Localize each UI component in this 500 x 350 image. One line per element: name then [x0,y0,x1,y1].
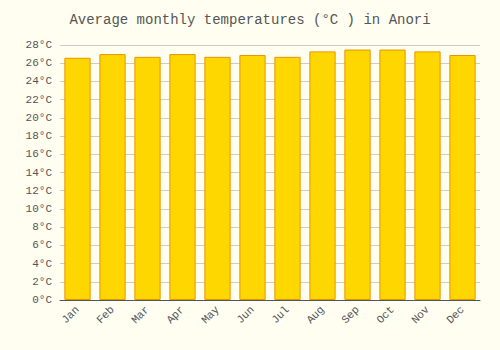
svg-text:Mar: Mar [129,304,151,326]
svg-text:2°C: 2°C [32,276,52,288]
svg-text:26°C: 26°C [26,57,53,69]
svg-text:18°C: 18°C [26,130,53,142]
svg-text:8°C: 8°C [32,221,52,233]
svg-text:Sep: Sep [339,304,361,326]
svg-text:16°C: 16°C [26,148,53,160]
svg-text:12°C: 12°C [26,185,53,197]
svg-text:28°C: 28°C [26,39,53,51]
svg-text:Apr: Apr [164,304,186,326]
svg-text:4°C: 4°C [32,258,52,270]
svg-text:14°C: 14°C [26,167,53,179]
svg-text:10°C: 10°C [26,203,53,215]
svg-text:Jul: Jul [269,304,291,326]
svg-text:Nov: Nov [409,303,432,326]
svg-text:Jun: Jun [234,304,256,326]
svg-text:Aug: Aug [304,304,326,326]
svg-text:May: May [199,303,222,326]
svg-text:20°C: 20°C [26,112,53,124]
svg-text:6°C: 6°C [32,239,52,251]
svg-text:24°C: 24°C [26,75,53,87]
svg-text:Feb: Feb [94,304,116,326]
svg-text:Jan: Jan [59,304,81,326]
svg-text:22°C: 22°C [26,94,53,106]
svg-text:Dec: Dec [444,304,466,326]
svg-text:0°C: 0°C [32,294,52,306]
svg-text:Oct: Oct [374,304,396,326]
svg-text:Average monthly temperatures (: Average monthly temperatures (°C ) in An… [69,12,430,28]
